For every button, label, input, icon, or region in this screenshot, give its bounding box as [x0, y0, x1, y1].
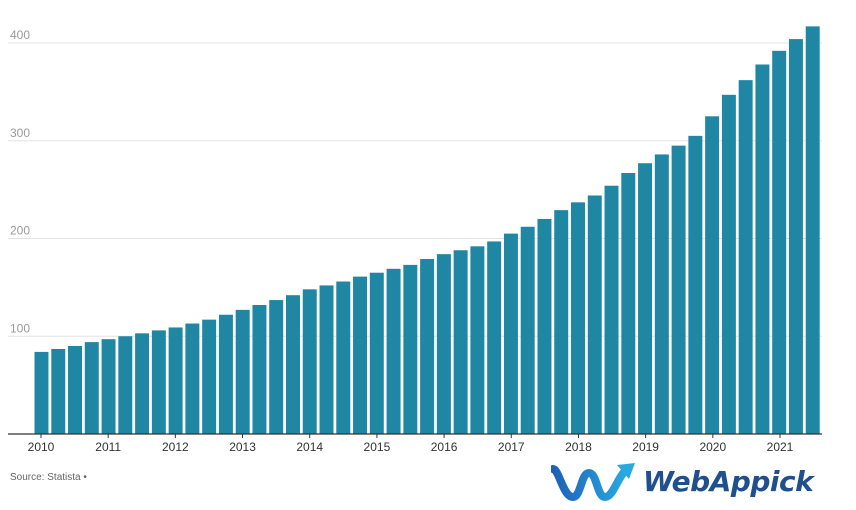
x-tick-label: 2021: [767, 440, 794, 454]
bar: [34, 351, 49, 434]
logo-text: WebAppick: [643, 464, 814, 498]
bar: [788, 39, 803, 435]
bar: [436, 254, 451, 434]
bar: [755, 64, 770, 434]
bar: [151, 330, 166, 434]
bar: [135, 333, 150, 434]
wave-arrow-logo-icon: [551, 463, 635, 502]
bar: [554, 210, 569, 434]
y-tick-label: 400: [10, 28, 30, 42]
webappick-logo: WebAppick: [551, 456, 841, 506]
bar: [369, 272, 384, 434]
bar: [386, 268, 401, 434]
bar: [721, 94, 736, 434]
bar: [68, 346, 82, 434]
bar: [654, 154, 669, 434]
bar: [571, 202, 585, 434]
bar: [285, 295, 300, 434]
bar: [453, 250, 468, 434]
x-tick-label: 2013: [229, 440, 256, 454]
x-tick-label: 2010: [28, 440, 55, 454]
x-tick-label: 2017: [498, 440, 525, 454]
bar: [84, 342, 99, 435]
bar: [319, 285, 334, 434]
bar: [470, 246, 485, 434]
bar: [805, 26, 820, 434]
bar: [336, 281, 351, 434]
bar: [101, 339, 116, 434]
bar: [537, 218, 552, 434]
bar: [503, 233, 518, 434]
bar: [353, 276, 368, 434]
bar: [51, 348, 66, 434]
bar: [403, 264, 418, 434]
bar: [202, 319, 217, 434]
bar: [218, 314, 233, 435]
bar: [252, 304, 267, 434]
bar: [671, 145, 686, 434]
bar: [487, 241, 502, 434]
bar: [302, 289, 317, 434]
x-tick-label: 2016: [431, 440, 458, 454]
bar: [168, 327, 183, 434]
bar: [688, 135, 703, 435]
bar: [738, 80, 753, 434]
bar: [185, 323, 200, 434]
bar: [587, 195, 602, 434]
bar: [705, 116, 720, 434]
bar: [621, 173, 636, 434]
bar: [118, 336, 133, 434]
x-axis-ticks: 2010 2011 2012 2013 2014 2015 2016 2017 2018 2019…: [28, 434, 794, 454]
x-tick-label: 2015: [364, 440, 391, 454]
bars: [34, 26, 820, 435]
bar: [269, 300, 284, 434]
bar: [235, 309, 250, 434]
x-tick-label: 2019: [632, 440, 659, 454]
bar: [772, 50, 787, 434]
y-tick-label: 100: [10, 321, 30, 335]
y-tick-label: 300: [10, 126, 30, 140]
bar: [420, 259, 435, 434]
bar: [638, 163, 653, 435]
x-tick-label: 2012: [162, 440, 189, 454]
bar: [604, 185, 619, 434]
source-note: Source: Statista •: [10, 472, 87, 483]
y-axis-ticks: 100 200 300 400: [10, 28, 30, 335]
x-tick-label: 2011: [95, 440, 121, 454]
x-tick-label: 2020: [699, 440, 726, 454]
x-tick-label: 2018: [565, 440, 592, 454]
x-tick-label: 2014: [296, 440, 323, 454]
y-tick-label: 200: [10, 224, 30, 238]
bar: [520, 226, 535, 434]
